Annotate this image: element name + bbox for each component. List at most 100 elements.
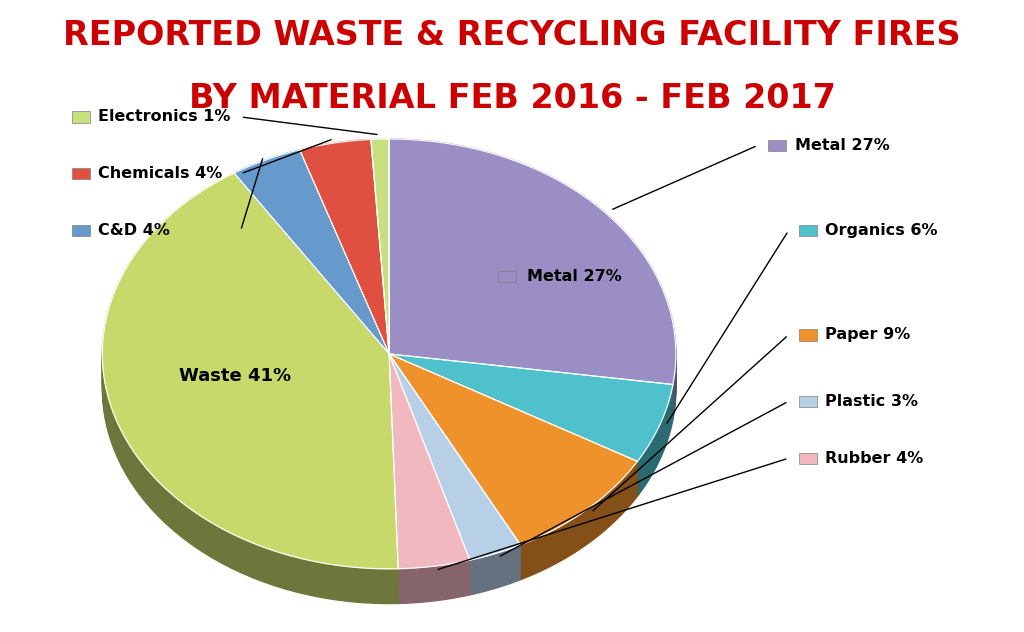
Polygon shape [102,206,398,602]
Text: Paper 9%: Paper 9% [825,327,910,343]
Polygon shape [234,155,389,360]
Polygon shape [389,150,676,396]
FancyBboxPatch shape [72,111,90,123]
Polygon shape [389,377,637,568]
Polygon shape [389,375,673,483]
Polygon shape [371,154,389,369]
Polygon shape [300,147,389,362]
Text: Metal 27%: Metal 27% [795,138,890,153]
Polygon shape [389,385,520,591]
Polygon shape [102,185,398,580]
Polygon shape [389,139,676,384]
Polygon shape [389,375,637,566]
Polygon shape [102,188,398,584]
Polygon shape [389,389,470,604]
Polygon shape [389,365,470,580]
Polygon shape [300,164,389,379]
Polygon shape [389,360,673,467]
Polygon shape [102,200,398,596]
Polygon shape [389,383,637,574]
Polygon shape [371,139,389,354]
Polygon shape [389,387,673,494]
Polygon shape [389,143,676,388]
Polygon shape [234,165,389,369]
Polygon shape [389,358,520,564]
Text: Rubber 4%: Rubber 4% [825,451,924,466]
Polygon shape [371,152,389,367]
Polygon shape [102,195,398,590]
Polygon shape [389,149,676,394]
Polygon shape [389,360,470,574]
Polygon shape [389,141,676,386]
Polygon shape [389,389,520,595]
Polygon shape [389,372,673,479]
Polygon shape [389,379,673,487]
Polygon shape [300,151,389,365]
Polygon shape [389,166,676,411]
Polygon shape [102,190,398,586]
Polygon shape [371,162,389,377]
Polygon shape [389,377,520,583]
Polygon shape [371,150,389,365]
Polygon shape [300,162,389,377]
Polygon shape [389,356,470,571]
Text: Plastic 3%: Plastic 3% [825,394,919,409]
Text: Waste 41%: Waste 41% [179,367,291,386]
Polygon shape [371,147,389,362]
Polygon shape [389,377,673,485]
Polygon shape [389,365,520,572]
Polygon shape [389,369,673,477]
Polygon shape [371,166,389,381]
Polygon shape [389,159,676,404]
Polygon shape [389,367,520,574]
Polygon shape [389,385,637,576]
Polygon shape [389,363,520,570]
Polygon shape [389,162,676,408]
Polygon shape [389,377,470,592]
Polygon shape [371,141,389,356]
Polygon shape [389,170,676,415]
Polygon shape [389,383,520,589]
Polygon shape [371,143,389,358]
Polygon shape [102,179,398,574]
Polygon shape [234,175,389,379]
Polygon shape [389,389,673,496]
Polygon shape [300,145,389,360]
Polygon shape [234,177,389,381]
FancyBboxPatch shape [72,168,90,179]
Polygon shape [300,159,389,374]
Polygon shape [102,208,398,604]
Polygon shape [389,381,673,489]
Polygon shape [300,143,389,358]
Polygon shape [389,152,676,398]
Polygon shape [371,174,389,389]
Polygon shape [389,354,470,569]
Polygon shape [389,385,673,492]
Polygon shape [389,363,470,578]
Polygon shape [389,363,673,471]
Polygon shape [389,379,520,585]
Polygon shape [389,154,676,400]
Polygon shape [389,387,520,593]
Polygon shape [389,385,470,600]
Polygon shape [389,358,673,465]
Polygon shape [102,197,398,592]
Polygon shape [389,383,470,598]
Polygon shape [389,367,637,559]
Polygon shape [234,181,389,385]
Text: Electronics 1%: Electronics 1% [98,109,230,125]
Polygon shape [371,145,389,360]
Polygon shape [389,367,673,475]
Polygon shape [389,372,470,586]
Polygon shape [389,387,470,602]
Polygon shape [389,365,673,473]
Polygon shape [389,363,637,554]
Polygon shape [389,374,637,564]
FancyBboxPatch shape [799,225,817,236]
FancyBboxPatch shape [768,140,786,151]
Polygon shape [102,183,398,578]
Polygon shape [300,142,389,356]
Polygon shape [300,161,389,375]
Polygon shape [102,193,398,588]
Polygon shape [389,360,637,550]
